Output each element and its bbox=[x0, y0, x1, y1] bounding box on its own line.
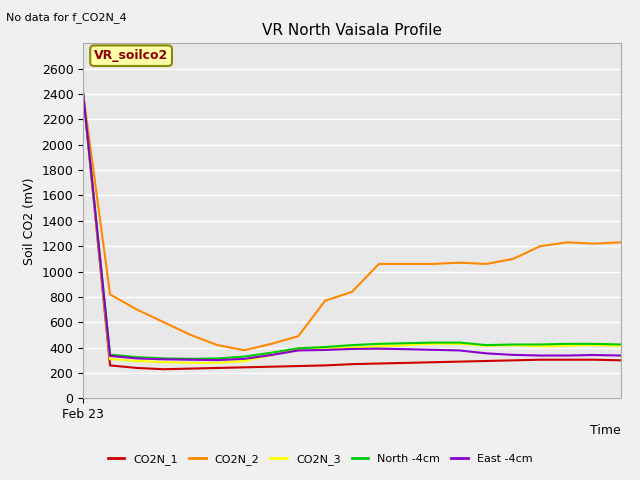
Text: No data for f_CO2N_4: No data for f_CO2N_4 bbox=[6, 12, 127, 23]
Legend: CO2N_1, CO2N_2, CO2N_3, North -4cm, East -4cm: CO2N_1, CO2N_2, CO2N_3, North -4cm, East… bbox=[103, 450, 537, 469]
Text: VR_soilco2: VR_soilco2 bbox=[94, 49, 168, 62]
X-axis label: Time: Time bbox=[590, 424, 621, 437]
Y-axis label: Soil CO2 (mV): Soil CO2 (mV) bbox=[23, 177, 36, 264]
Title: VR North Vaisala Profile: VR North Vaisala Profile bbox=[262, 23, 442, 38]
